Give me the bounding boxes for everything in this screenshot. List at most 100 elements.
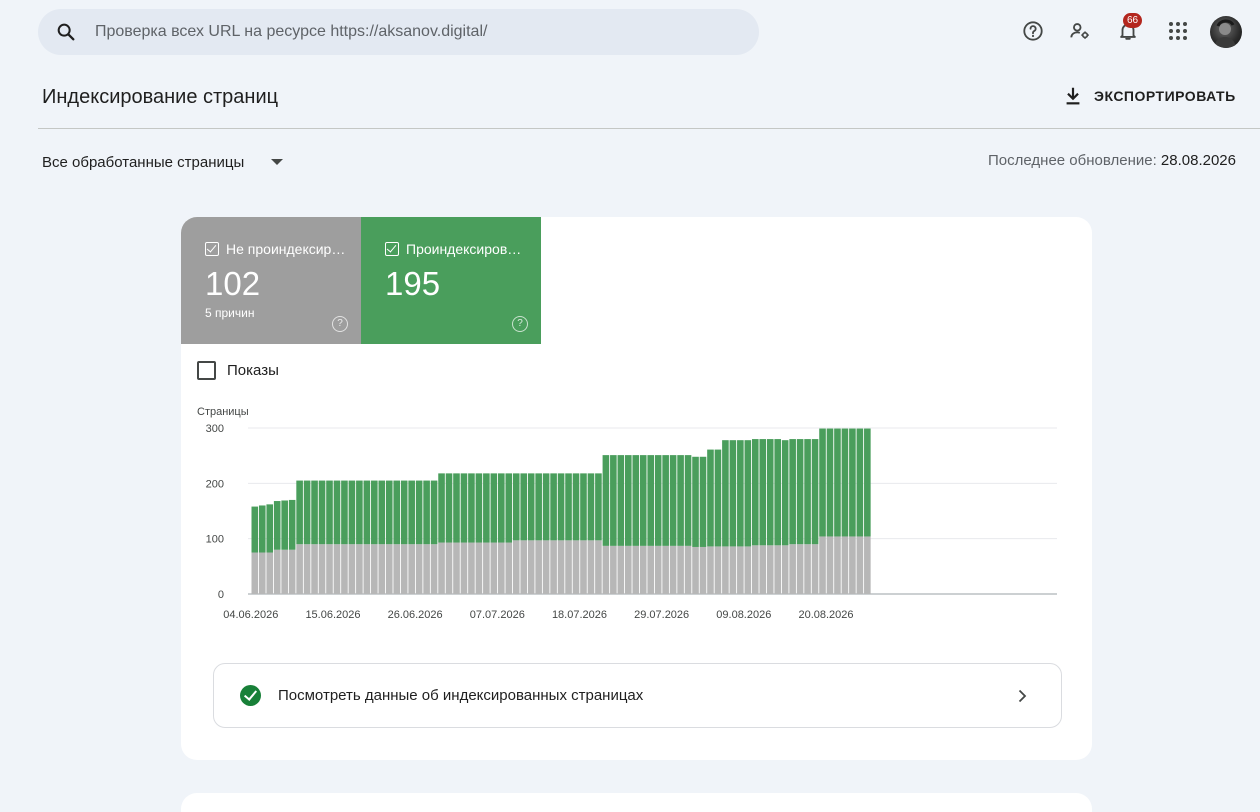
pages-filter-dropdown[interactable]: Все обработанные страницы	[42, 152, 290, 172]
chart-bar	[580, 473, 587, 541]
chart-bar	[393, 480, 401, 545]
chart-bar	[408, 544, 415, 594]
chart-bar	[610, 545, 617, 594]
chart-bar	[572, 540, 580, 594]
chart-bar	[288, 549, 296, 594]
chart-bar	[729, 546, 737, 594]
chart-bar	[751, 545, 759, 594]
chart-bar	[766, 545, 774, 594]
indexed-tile[interactable]: Проиндексиров… 195 ?	[361, 217, 541, 344]
checkbox-checked-icon[interactable]	[205, 242, 219, 256]
chart-bar	[378, 480, 386, 545]
impressions-toggle[interactable]: Показы	[197, 361, 279, 380]
y-axis-label: Страницы	[197, 406, 249, 418]
notifications-badge: 66	[1123, 13, 1143, 28]
chart-bar	[595, 540, 602, 594]
pages-chart: Страницы 0 100 200 300 04.06.2026 15.06.2026 26…	[197, 406, 1057, 621]
chart-bar	[707, 449, 714, 547]
x-tick-label: 07.07.2026	[470, 609, 525, 621]
header-divider	[38, 128, 1260, 129]
chart-bar	[684, 455, 692, 546]
notifications-icon[interactable]: 66	[1112, 13, 1144, 47]
chart-bar	[408, 480, 415, 545]
chart-bar	[490, 542, 498, 594]
chart-bar	[849, 428, 856, 537]
chart-bar	[258, 505, 266, 553]
chart-bar	[684, 545, 692, 594]
chart-bar	[333, 480, 341, 545]
help-icon[interactable]: ?	[512, 316, 528, 332]
x-tick-label: 29.07.2026	[634, 609, 689, 621]
chart-bar	[781, 545, 789, 594]
chart-bar	[363, 544, 371, 594]
view-indexed-pages-link[interactable]: Посмотреть данные об индексированных стр…	[213, 663, 1062, 728]
chart-bar	[393, 544, 401, 594]
chart-bar	[371, 544, 378, 594]
chart-bar	[258, 552, 266, 594]
chart-bar	[774, 439, 781, 546]
chart-bar	[587, 540, 595, 594]
chart-bar	[819, 428, 826, 537]
chart-bar	[281, 500, 288, 550]
chart-bar	[759, 545, 767, 594]
chart-bar	[430, 544, 438, 594]
chart-bar	[550, 473, 557, 541]
chart-bar	[318, 544, 326, 594]
chart-bar	[385, 544, 393, 594]
check-circle-icon	[240, 685, 261, 706]
chart-bar	[498, 542, 505, 594]
chart-bar	[737, 440, 744, 547]
chart-bar	[722, 440, 729, 547]
chart-bar	[460, 542, 468, 594]
chart-bar	[348, 480, 356, 545]
search-icon	[57, 23, 75, 41]
chart-bar	[602, 545, 610, 594]
chart-bar	[341, 544, 348, 594]
chart-bar	[520, 473, 528, 541]
chart-bar	[512, 540, 520, 594]
chart-bar	[453, 473, 460, 543]
not-indexed-tile[interactable]: Не проиндексир… 102 5 причин ?	[181, 217, 361, 344]
chart-bar	[288, 499, 296, 550]
apps-icon[interactable]	[1162, 15, 1194, 47]
help-icon[interactable]: ?	[332, 316, 348, 332]
chart-bar	[617, 545, 625, 594]
chart-bar	[811, 439, 819, 545]
chart-bar	[714, 546, 722, 594]
chart-bar	[273, 549, 281, 594]
search-input[interactable]	[95, 23, 695, 41]
chart-bar	[363, 480, 371, 545]
chart-bar	[826, 428, 834, 537]
chart-bar	[266, 504, 274, 553]
chart-bar	[714, 449, 722, 547]
chart-bar	[445, 542, 453, 594]
manage-users-icon[interactable]	[1064, 15, 1096, 47]
chart-bar	[677, 545, 684, 594]
chart-bar	[400, 480, 408, 545]
page-title: Индексирование страниц	[42, 86, 279, 108]
not-indexed-count: 102	[205, 265, 261, 302]
help-icon[interactable]	[1017, 15, 1049, 47]
chart-bar	[572, 473, 580, 541]
chart-bar	[356, 544, 363, 594]
chart-bar	[617, 455, 625, 546]
chart-bar	[699, 546, 707, 594]
not-indexed-tile-header: Не проиндексир…	[205, 241, 345, 257]
view-indexed-pages-label: Посмотреть данные об индексированных стр…	[278, 687, 644, 704]
chart-bar	[737, 546, 744, 594]
search-bar[interactable]	[38, 9, 759, 55]
chart-bar	[438, 542, 445, 594]
chart-bar	[759, 439, 767, 546]
impressions-label: Показы	[227, 362, 279, 379]
chart-bar	[610, 455, 617, 546]
filter-label: Все обработанные страницы	[42, 153, 245, 171]
chart-bar	[639, 545, 647, 594]
checkbox-checked-icon[interactable]	[385, 242, 399, 256]
avatar[interactable]	[1210, 16, 1242, 48]
chart-bar	[826, 536, 834, 594]
chart-bar	[475, 473, 483, 543]
export-button[interactable]: ЭКСПОРТИРОВАТЬ	[1062, 85, 1236, 107]
indexing-card: Не проиндексир… 102 5 причин ? Проиндекс…	[181, 217, 1092, 760]
chart-bar	[550, 540, 557, 594]
checkbox-unchecked-icon[interactable]	[197, 361, 216, 380]
